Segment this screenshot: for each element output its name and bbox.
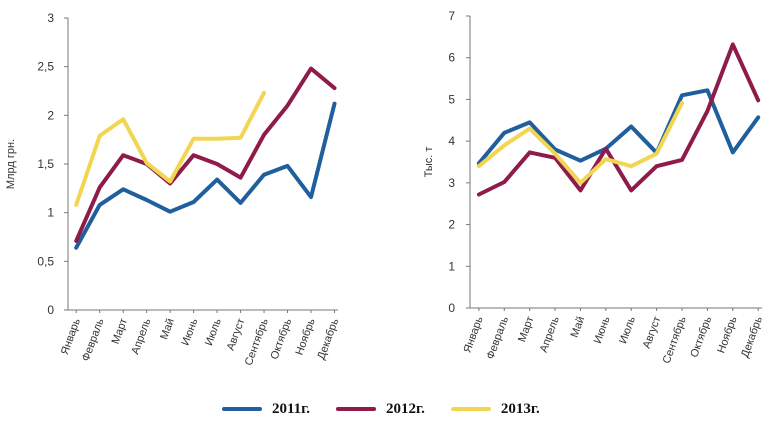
x-tick-label-6: Июнь — [592, 315, 613, 346]
y-tick-label: 2,5 — [37, 60, 54, 74]
x-tick-label-12: Декабрь — [315, 317, 341, 362]
y-tick-label: 2 — [47, 108, 54, 122]
legend-item-2011: 2011г. — [222, 401, 310, 418]
x-tick-label-6: Июнь — [180, 317, 201, 348]
legend-swatch-2011 — [222, 407, 262, 411]
y-tick-label: 3 — [448, 176, 455, 190]
legend: 2011г. 2012г. 2013г. — [222, 396, 566, 422]
y-tick-label: 0 — [47, 303, 54, 317]
x-tick-label-7: Июль — [203, 317, 224, 348]
x-tick-label-5: Май — [569, 315, 588, 339]
x-tick-label-3: Март — [516, 315, 536, 344]
x-tick-label-12: Декабрь — [739, 315, 765, 360]
y-tick-label: 3 — [47, 11, 54, 25]
legend-swatch-2012 — [336, 407, 377, 411]
y-tick-label: 0,5 — [37, 254, 54, 268]
x-tick-label-10: Октябрь — [688, 315, 714, 359]
x-tick-label-4: Апрель — [129, 317, 153, 356]
x-tick-label-5: Май — [158, 317, 177, 341]
x-tick-label-3: Март — [110, 317, 130, 346]
series-line-2011г — [476, 88, 761, 166]
legend-item-2012: 2012г. — [336, 401, 425, 418]
series-line-2013г — [74, 90, 266, 207]
x-tick-label-2: Февраль — [80, 317, 107, 363]
x-tick-label-11: Ноябрь — [715, 315, 739, 355]
y-tick-label: 5 — [448, 92, 455, 106]
series-line-2012г — [74, 66, 337, 243]
x-tick-label-2: Февраль — [485, 315, 512, 361]
y-axis-label: Млрд грн. — [5, 139, 17, 189]
y-tick-label: 4 — [448, 134, 455, 148]
legend-swatch-2013 — [450, 407, 491, 411]
series-line-2011г — [74, 101, 337, 250]
y-tick-label: 2 — [448, 218, 455, 232]
series-line-2012г — [476, 42, 761, 197]
legend-label-2012: 2012г. — [386, 400, 425, 417]
x-tick-label-8: Август — [641, 315, 664, 350]
legend-item-2013: 2013г. — [450, 400, 540, 418]
x-tick-label-7: Июль — [617, 315, 638, 346]
y-tick-label: 1,5 — [37, 157, 54, 171]
y-tick-label: 1 — [448, 259, 455, 273]
x-tick-label-1: Январь — [462, 315, 486, 355]
x-tick-label-9: Сентябрь — [661, 315, 689, 366]
x-tick-label-11: Ноябрь — [293, 317, 317, 357]
series-line-2013г — [476, 100, 684, 185]
x-tick-label-8: Август — [225, 317, 248, 352]
x-tick-label-4: Апрель — [538, 315, 562, 354]
x-tick-label-9: Сентябрь — [243, 317, 271, 368]
legend-label-2011: 2011г. — [272, 400, 311, 417]
y-axis-label: Тыс. т — [423, 147, 435, 178]
y-tick-label: 7 — [448, 9, 455, 23]
y-tick-label: 1 — [47, 206, 54, 220]
y-tick-label: 6 — [448, 51, 455, 65]
y-tick-label: 0 — [448, 301, 455, 315]
x-tick-label-1: Январь — [59, 317, 83, 357]
legend-label-2013: 2013г. — [500, 400, 540, 417]
x-tick-label-10: Октябрь — [268, 317, 294, 361]
